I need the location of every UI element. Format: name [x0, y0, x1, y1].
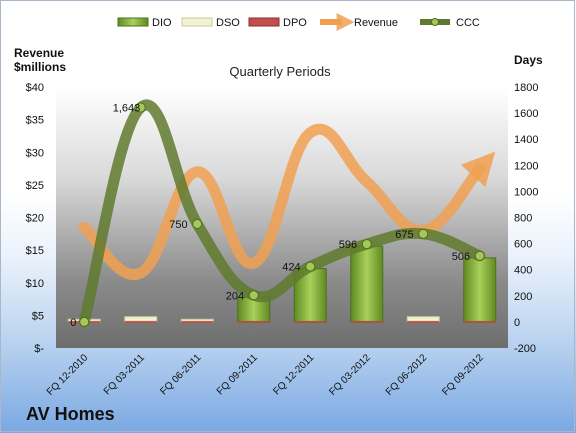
dpo-legend-label: DPO: [283, 17, 307, 29]
ccc-legend-label: CCC: [456, 17, 480, 29]
left-tick-label: $35: [26, 115, 44, 127]
ccc-data-label: 424: [282, 262, 300, 274]
chart-title: Quarterly Periods: [229, 64, 331, 79]
dpo-bar: [294, 320, 327, 323]
bars: [67, 245, 497, 323]
right-tick-label: 1400: [514, 134, 538, 146]
right-tick-label: 0: [514, 317, 520, 329]
left-axis-title-line2: $millions: [14, 60, 67, 74]
right-tick-label: 400: [514, 265, 532, 277]
left-axis-title: Revenue $millions: [14, 46, 66, 74]
ccc-data-label: 506: [452, 251, 470, 263]
revenue-line: [78, 123, 496, 281]
dso-legend-swatch: [181, 17, 213, 27]
right-tick-label: 1800: [514, 82, 538, 94]
ccc-point: [248, 290, 259, 301]
ccc-point: [305, 261, 316, 272]
dpo-bar: [350, 320, 383, 323]
left-axis-ticks: $- $5 $10 $15 $20 $25 $30 $35 $40: [26, 82, 45, 355]
x-tick-label: FQ 03-2012: [327, 352, 373, 398]
x-tick-label: FQ 09-2011: [215, 352, 260, 397]
dpo-bar: [181, 320, 214, 323]
dso-legend-label: DSO: [216, 17, 240, 29]
ccc-data-label: 204: [226, 290, 244, 302]
right-axis-title: Days: [514, 53, 543, 67]
ccc-point: [361, 239, 372, 250]
ccc-data-label: 1,643: [113, 102, 141, 114]
ccc-point: [418, 228, 429, 239]
right-tick-label: 1000: [514, 186, 538, 198]
right-axis-ticks: -200 0 200 400 600 800 1000 1200 1400 1600 1800: [514, 82, 538, 355]
ccc-point: [135, 102, 146, 113]
ccc-data-label: 0: [70, 317, 76, 329]
dpo-bar: [124, 320, 157, 323]
dpo-legend-swatch: [248, 17, 280, 27]
right-tick-label: 1200: [514, 160, 538, 172]
left-tick-label: $10: [26, 278, 44, 290]
dio-bar: [463, 257, 497, 323]
x-tick-label: FQ 06-2011: [158, 352, 203, 397]
ccc-data-label: 675: [395, 229, 413, 241]
x-tick-label: FQ 09-2012: [440, 352, 486, 398]
dpo-bar: [237, 320, 270, 323]
ccc-data-label: 596: [339, 239, 357, 251]
x-tick-label: FQ 03-2011: [102, 352, 147, 397]
dio-legend-swatch: [117, 17, 149, 27]
company-name: AV Homes: [26, 404, 115, 424]
left-tick-label: $30: [26, 147, 44, 159]
left-tick-label: $40: [26, 82, 44, 94]
dpo-bar: [463, 320, 496, 323]
right-tick-label: 800: [514, 213, 532, 225]
right-tick-label: 200: [514, 291, 532, 303]
right-tick-label: 1600: [514, 108, 538, 120]
dpo-bar: [407, 320, 440, 323]
x-tick-label: FQ 12-2011: [271, 352, 316, 397]
revenue-legend-label: Revenue: [354, 17, 398, 29]
ccc-data-label: 750: [169, 219, 187, 231]
right-tick-label: 600: [514, 239, 532, 251]
left-tick-label: $20: [26, 213, 44, 225]
left-tick-label: $-: [34, 343, 44, 355]
dio-legend-label: DIO: [152, 17, 172, 29]
ccc-legend-point: [431, 18, 439, 26]
ccc-point: [192, 219, 203, 230]
right-tick-label: -200: [514, 343, 536, 355]
data-labels: 0 1,643 750 204 424 596 675 506: [70, 102, 470, 328]
x-tick-label: FQ 06-2012: [384, 352, 430, 398]
ccc-point: [79, 316, 90, 327]
lines: [78, 99, 496, 328]
ccc-points: [79, 102, 485, 327]
ccc-point: [474, 250, 485, 261]
left-tick-label: $5: [32, 310, 44, 322]
ccc-line: [78, 99, 486, 328]
x-tick-label: FQ 12-2010: [45, 352, 91, 398]
left-tick-label: $15: [26, 245, 44, 257]
x-axis-ticks: FQ 12-2010 FQ 03-2011 FQ 06-2011 FQ 09-2011…: [45, 352, 486, 398]
left-axis-title-line1: Revenue: [14, 46, 65, 60]
left-tick-label: $25: [26, 180, 44, 192]
legend: DIO DSO DPO Revenue CCC: [117, 13, 480, 31]
dio-bar: [350, 245, 384, 323]
